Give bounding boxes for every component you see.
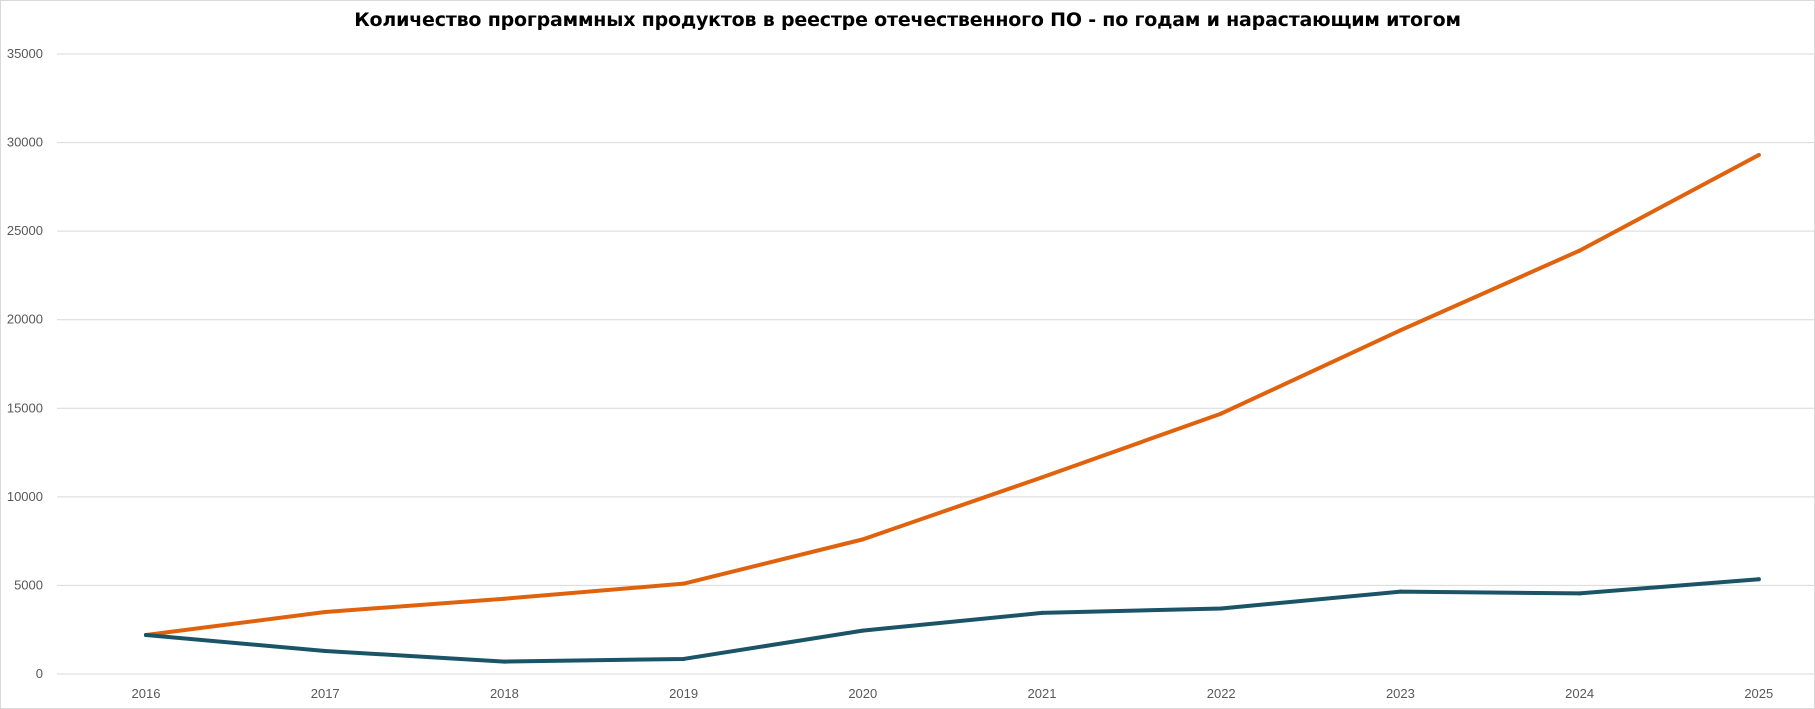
x-tick-label: 2017 (311, 686, 340, 701)
y-tick-label: 15000 (7, 400, 43, 415)
series-lines (144, 152, 1761, 664)
series-1-point-2021 (1040, 475, 1044, 480)
x-tick-label: 2023 (1386, 686, 1415, 701)
series-1-point-2017 (323, 610, 328, 614)
y-tick-label: 10000 (7, 489, 43, 504)
x-tick-label: 2024 (1565, 686, 1594, 701)
series-2-point-2023 (1398, 589, 1403, 594)
series-2-point-2021 (1040, 610, 1044, 615)
series-1-point-2023 (1398, 328, 1403, 333)
series-1-point-2022 (1219, 411, 1224, 416)
series-line-2 (144, 577, 1761, 664)
y-tick-label: 35000 (7, 46, 43, 61)
chart-title: Количество программных продуктов в реест… (354, 9, 1461, 31)
series-2-point-2016 (144, 633, 148, 638)
series-1-point-2020 (860, 537, 865, 542)
y-tick-label: 25000 (7, 223, 43, 238)
series-2-point-2024 (1577, 591, 1582, 596)
series-1-point-2025 (1756, 152, 1761, 157)
x-tick-label: 2018 (490, 686, 519, 701)
y-tick-label: 5000 (14, 577, 43, 592)
y-tick-label: 20000 (7, 312, 43, 327)
series-2-point-2022 (1219, 606, 1224, 611)
x-axis-ticks: 2016 2017 2018 2019 2020 2021 2022 2023 2024 2025 (132, 686, 1774, 701)
y-tick-label: 30000 (7, 135, 43, 150)
x-tick-label: 2025 (1744, 686, 1773, 701)
x-tick-label: 2022 (1207, 686, 1236, 701)
y-tick-label: 0 (36, 666, 43, 681)
gridlines (57, 53, 1814, 675)
y-axis-ticks: 0 5000 10000 15000 20000 25000 30000 35000 (7, 46, 43, 681)
series-2-point-2019 (681, 656, 686, 661)
series-1-point-2018 (502, 596, 507, 601)
x-tick-label: 2016 (132, 686, 161, 701)
series-2-point-2017 (323, 648, 328, 653)
series-2-point-2020 (860, 628, 865, 633)
series-2-point-2018 (502, 659, 507, 664)
series-2-point-2025 (1756, 577, 1761, 582)
series-line-1 (144, 152, 1761, 638)
x-tick-label: 2019 (669, 686, 698, 701)
x-tick-label: 2021 (1028, 686, 1057, 701)
x-tick-label: 2020 (848, 686, 877, 701)
series-1-point-2024 (1577, 248, 1582, 253)
series-1-point-2019 (681, 581, 686, 586)
